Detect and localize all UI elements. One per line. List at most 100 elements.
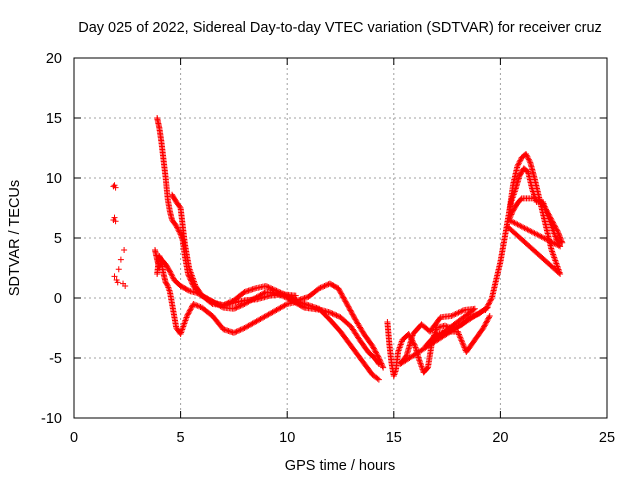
- data-point-marker: [183, 313, 190, 319]
- data-point-marker: [233, 304, 240, 311]
- data-point-marker: [269, 286, 276, 292]
- data-point-marker: [481, 322, 488, 329]
- data-point-marker: [330, 311, 337, 318]
- x-tick-label: 5: [177, 430, 185, 446]
- data-point-marker: [457, 334, 464, 341]
- data-point-marker: [541, 235, 548, 242]
- data-point-marker: [524, 226, 531, 233]
- data-point-marker: [370, 345, 377, 352]
- data-point-marker: [372, 348, 379, 355]
- data-point-marker: [553, 226, 560, 233]
- data-point-marker: [341, 297, 348, 304]
- series-track-d: [154, 253, 299, 309]
- data-point-marker: [454, 310, 461, 317]
- data-point-marker: [508, 210, 515, 217]
- data-point-marker: [174, 224, 181, 231]
- data-point-marker: [527, 228, 534, 234]
- data-point-marker: [531, 230, 538, 237]
- data-point-marker: [402, 353, 409, 360]
- y-tick-label: 20: [46, 51, 62, 67]
- data-point-marker: [338, 290, 345, 297]
- data-point-marker: [186, 307, 193, 314]
- data-point-marker: [378, 361, 385, 368]
- y-tick-label: -5: [49, 351, 62, 367]
- data-point-marker: [236, 303, 243, 310]
- data-point-marker: [188, 305, 195, 311]
- data-point-marker: [454, 328, 461, 335]
- data-point-marker: [485, 315, 492, 322]
- data-point-marker: [547, 238, 554, 245]
- data-point-marker: [187, 306, 194, 313]
- data-point-marker: [328, 310, 335, 316]
- data-point-marker: [169, 274, 176, 281]
- data-point-marker: [455, 330, 462, 337]
- data-point-marker: [441, 322, 448, 329]
- data-point-marker: [346, 306, 353, 313]
- data-point-marker: [461, 344, 468, 351]
- data-point-marker: [455, 309, 462, 316]
- series-early-isolated: [110, 182, 129, 289]
- data-point-marker: [273, 287, 280, 294]
- data-point-marker: [460, 343, 467, 350]
- data-point-marker: [233, 328, 240, 335]
- data-point-marker: [550, 221, 557, 227]
- data-point-marker: [194, 302, 201, 309]
- data-point-marker: [556, 231, 563, 238]
- y-axis-label: SDTVAR / TECUs: [7, 180, 23, 296]
- data-point-marker: [378, 360, 385, 367]
- data-point-marker: [322, 282, 329, 289]
- data-point-marker: [545, 210, 552, 217]
- data-point-marker: [515, 160, 522, 167]
- data-point-marker: [557, 243, 564, 250]
- data-point-marker: [552, 235, 559, 241]
- data-point-marker: [338, 291, 345, 298]
- data-point-marker: [558, 237, 565, 244]
- data-point-marker: [345, 303, 352, 310]
- x-tick-label: 10: [279, 430, 295, 446]
- x-tick-label: 15: [386, 430, 402, 446]
- data-point-marker: [333, 312, 340, 319]
- data-point-marker: [166, 267, 173, 274]
- data-point-marker: [375, 355, 382, 361]
- data-point-marker: [508, 211, 515, 218]
- data-point-marker: [532, 196, 539, 203]
- data-point-marker: [373, 351, 380, 357]
- data-point-marker: [191, 301, 198, 308]
- data-point-marker: [342, 298, 349, 305]
- y-tick-label: 10: [46, 171, 62, 187]
- data-point-marker: [377, 357, 384, 364]
- data-point-marker: [459, 340, 466, 347]
- data-point-marker: [240, 325, 247, 332]
- data-point-marker: [111, 273, 118, 280]
- data-point-marker: [549, 239, 556, 246]
- data-point-marker: [341, 295, 348, 302]
- data-point-marker: [234, 304, 241, 310]
- x-tick-label: 0: [70, 430, 78, 446]
- data-point-marker: [549, 219, 556, 226]
- data-point-marker: [343, 301, 350, 307]
- data-point-marker: [549, 218, 556, 225]
- data-point-marker: [544, 236, 551, 243]
- data-point-marker: [115, 266, 122, 273]
- data-point-marker: [326, 309, 333, 316]
- data-point-marker: [351, 314, 358, 320]
- data-point-marker: [485, 301, 492, 308]
- data-point-marker: [531, 195, 538, 202]
- data-point-marker: [557, 235, 564, 242]
- data-point-marker: [509, 208, 516, 215]
- data-point-marker: [486, 313, 493, 319]
- data-point-marker: [348, 310, 355, 317]
- data-point-marker: [230, 305, 237, 312]
- chart-title: Day 025 of 2022, Sidereal Day-to-day VTE…: [78, 20, 602, 36]
- data-point-marker: [346, 304, 353, 311]
- data-point-marker: [532, 230, 539, 237]
- data-point-marker: [317, 284, 324, 291]
- data-point-marker: [460, 341, 467, 348]
- data-point-marker: [237, 302, 244, 309]
- data-point-marker: [458, 308, 465, 315]
- data-point-marker: [486, 314, 493, 321]
- data-point-marker: [164, 281, 171, 288]
- data-point-marker: [377, 359, 384, 366]
- data-point-marker: [232, 305, 239, 312]
- data-point-marker: [274, 288, 281, 295]
